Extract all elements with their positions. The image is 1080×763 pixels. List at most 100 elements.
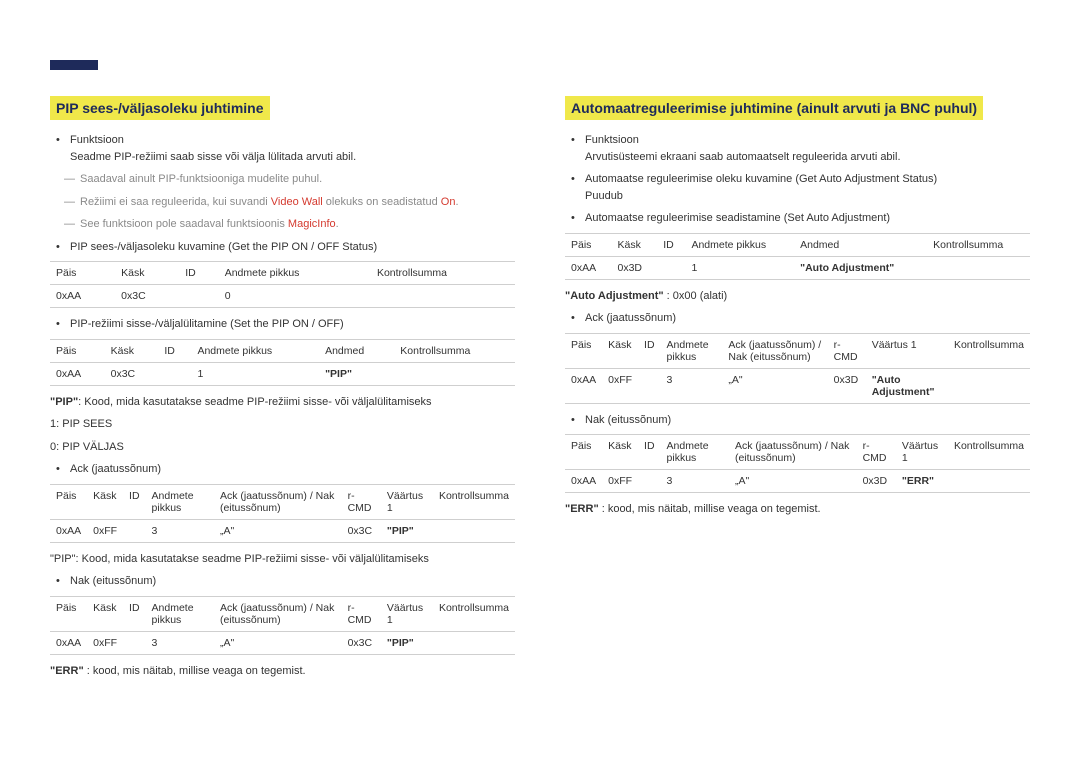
err-desc: : kood, mis näitab, millise veaga on teg… — [599, 503, 821, 515]
th: r-CMD — [342, 596, 381, 631]
auto-desc: : 0x00 (alati) — [664, 290, 728, 302]
td: "PIP" — [381, 519, 433, 542]
td: 3 — [661, 368, 723, 403]
th: Päis — [565, 435, 602, 470]
table-set-auto: Päis Käsk ID Andmete pikkus Andmed Kontr… — [565, 233, 1030, 280]
th: Kontrollsumma — [394, 339, 515, 362]
th: Kontrollsumma — [927, 233, 1030, 256]
th: Andmete pikkus — [146, 596, 214, 631]
func-item: Funktsioon Arvutisüsteemi ekraani saab a… — [585, 132, 1030, 165]
td: 0x3D — [612, 256, 658, 279]
note-line: Režiimi ei saa reguleerida, kui suvandi … — [50, 194, 515, 211]
pip-desc2: "PIP": Kood, mida kasutatakse seadme PIP… — [50, 551, 515, 568]
td: „A" — [729, 470, 857, 493]
th: Andmete pikkus — [685, 233, 794, 256]
th: Päis — [50, 262, 115, 285]
err-line: "ERR" : kood, mis näitab, millise veaga … — [565, 501, 1030, 518]
td: 0x3C — [105, 362, 159, 385]
td: 0xAA — [50, 631, 87, 654]
pip-on: 1: PIP SEES — [50, 416, 515, 433]
td — [371, 285, 515, 308]
td: „A" — [214, 631, 342, 654]
set-status: PIP-režiimi sisse-/väljalülitamine (Set … — [70, 316, 515, 333]
td: 0xFF — [87, 631, 123, 654]
td: "Auto Adjustment" — [794, 256, 927, 279]
td: 0xAA — [565, 368, 602, 403]
note-mid: olekuks on seadistatud — [323, 196, 441, 208]
td: 0xFF — [87, 519, 123, 542]
get-status-b: Puudub — [585, 190, 623, 202]
td — [433, 519, 515, 542]
td — [123, 519, 146, 542]
th: r-CMD — [828, 333, 866, 368]
note-pre: Režiimi ei saa reguleerida, kui suvandi — [80, 196, 271, 208]
td: "Auto Adjustment" — [866, 368, 948, 403]
get-status: Automaatse reguleerimise oleku kuvamine … — [585, 171, 1030, 204]
err-label: "ERR" — [565, 503, 599, 515]
table-ack: Päis Käsk ID Andmete pikkus Ack (jaatuss… — [50, 484, 515, 543]
td: 0 — [219, 285, 371, 308]
th: Ack (jaatussõnum) / Nak (eitussõnum) — [214, 484, 342, 519]
note-line: Saadaval ainult PIP-funktsiooniga mudeli… — [50, 171, 515, 188]
td — [948, 470, 1030, 493]
note-post: . — [455, 196, 458, 208]
td — [433, 631, 515, 654]
func-label: Funktsioon — [70, 134, 124, 146]
table-set-status: Päis Käsk ID Andmete pikkus Andmed Kontr… — [50, 339, 515, 386]
th: ID — [638, 333, 661, 368]
th: Käsk — [602, 435, 638, 470]
func-item: Funktsioon Seadme PIP-režiimi saab sisse… — [70, 132, 515, 165]
th: Andmed — [319, 339, 394, 362]
th: Ack (jaatussõnum) / Nak (eitussõnum) — [729, 435, 857, 470]
th: Ack (jaatussõnum) / Nak (eitussõnum) — [214, 596, 342, 631]
td: 0xFF — [602, 368, 638, 403]
td: 0xAA — [565, 470, 602, 493]
get-status: PIP sees-/väljasoleku kuvamine (Get the … — [70, 239, 515, 256]
td: 3 — [146, 519, 214, 542]
th: Väärtus 1 — [381, 596, 433, 631]
pip-off: 0: PIP VÄLJAS — [50, 439, 515, 456]
video-wall: Video Wall — [271, 196, 323, 208]
right-column: Automaatreguleerimise juhtimine (ainult … — [565, 96, 1030, 685]
td: 0x3C — [342, 631, 381, 654]
th: ID — [123, 484, 146, 519]
td: 3 — [661, 470, 729, 493]
td — [394, 362, 515, 385]
err-label: "ERR" — [50, 665, 84, 677]
note-line: See funktsioon pole saadaval funktsiooni… — [50, 216, 515, 233]
table-ack-auto: Päis Käsk ID Andmete pikkus Ack (jaatuss… — [565, 333, 1030, 404]
note-post: . — [336, 218, 339, 230]
th: Andmed — [794, 233, 927, 256]
th: ID — [638, 435, 661, 470]
td: 0xFF — [602, 470, 638, 493]
func-desc: Arvutisüsteemi ekraani saab automaatselt… — [585, 151, 901, 163]
left-column: PIP sees-/väljasoleku juhtimine Funktsio… — [50, 96, 515, 685]
th: Väärtus 1 — [381, 484, 433, 519]
set-status: Automaatse reguleerimise seadistamine (S… — [585, 210, 1030, 227]
th: Väärtus 1 — [896, 435, 948, 470]
td: "PIP" — [381, 631, 433, 654]
th: Kontrollsumma — [371, 262, 515, 285]
content-columns: PIP sees-/väljasoleku juhtimine Funktsio… — [50, 96, 1030, 685]
section-title-right: Automaatreguleerimise juhtimine (ainult … — [565, 96, 983, 120]
td: 0xAA — [565, 256, 612, 279]
err-desc: : kood, mis näitab, millise veaga on teg… — [84, 665, 306, 677]
td — [657, 256, 685, 279]
th: Päis — [565, 333, 602, 368]
auto-label: "Auto Adjustment" — [565, 290, 664, 302]
th: r-CMD — [857, 435, 896, 470]
func-desc: Seadme PIP-režiimi saab sisse või välja … — [70, 151, 356, 163]
td: 0xAA — [50, 519, 87, 542]
th: Käsk — [87, 484, 123, 519]
pip-label: "PIP" — [50, 396, 78, 408]
td — [638, 470, 661, 493]
td: 0x3C — [342, 519, 381, 542]
brand-bar — [50, 60, 98, 70]
th: Andmete pikkus — [191, 339, 319, 362]
note-pre: See funktsioon pole saadaval funktsiooni… — [80, 218, 288, 230]
th: Andmete pikkus — [661, 333, 723, 368]
magicinfo: MagicInfo — [288, 218, 336, 230]
th: Kontrollsumma — [948, 333, 1030, 368]
th: ID — [123, 596, 146, 631]
th: Käsk — [115, 262, 179, 285]
